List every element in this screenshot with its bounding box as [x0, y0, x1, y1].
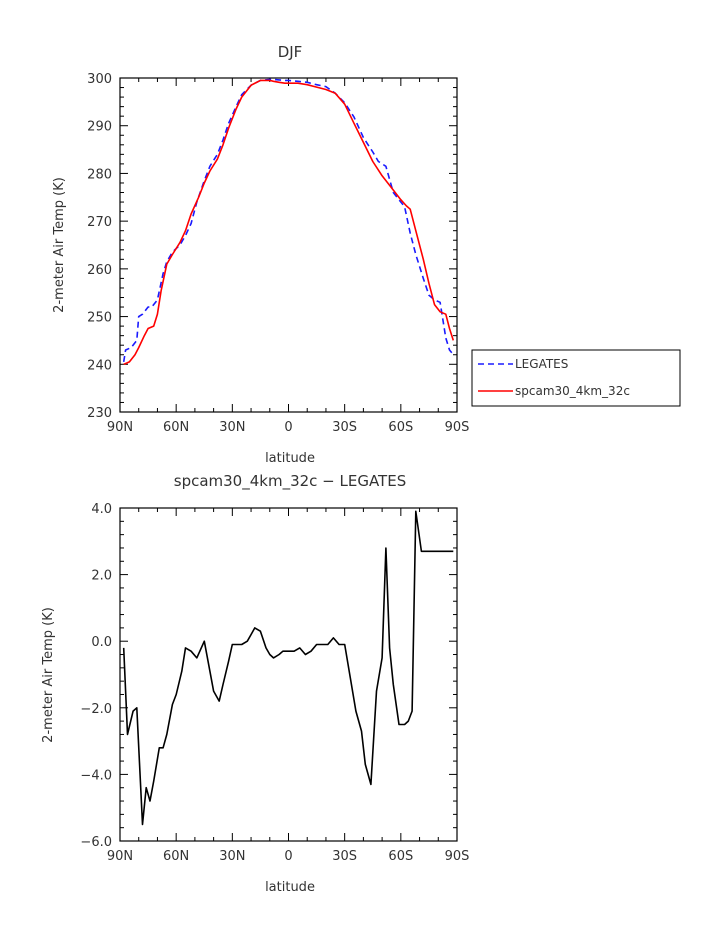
bottom-y-tick-label: 2.0	[91, 569, 112, 584]
top-y-tick-label: 270	[87, 215, 112, 230]
top-y-tick-label: 280	[87, 167, 112, 182]
top-plot-frame	[119, 77, 458, 413]
bottom-x-tick-label: 30N	[219, 849, 245, 864]
top-x-tick-label: 0	[284, 420, 292, 435]
top-x-tick-label: 30N	[219, 420, 245, 435]
top-x-tick-label: 60N	[163, 420, 189, 435]
legend-box	[471, 349, 681, 407]
top-axis-ticks: 90N 60N 30N 0 30S 60S 90S 230 240 250 260 270 280 290…	[87, 72, 469, 435]
top-series-line-spcam30-4km-32c	[123, 79, 455, 366]
bottom-series-layer	[122, 510, 454, 826]
bottom-y-tick-label: 0.0	[91, 635, 112, 650]
bottom-x-tick-label: 90S	[445, 849, 470, 864]
bottom-y-tick-label: 4.0	[91, 502, 112, 517]
bottom-series-line-difference	[122, 510, 454, 826]
top-x-tick-label: 30S	[332, 420, 357, 435]
top-x-tick-label: 60S	[388, 420, 413, 435]
bottom-x-tick-label: 0	[284, 849, 292, 864]
legend-label-legates: LEGATES	[515, 357, 568, 371]
bottom-x-tick-label: 60S	[388, 849, 413, 864]
top-y-tick-label: 240	[87, 358, 112, 373]
top-chart-title: DJF	[278, 43, 303, 61]
top-x-axis-label: latitude	[265, 451, 315, 466]
bottom-y-axis-label: 2-meter Air Temp (K)	[41, 607, 56, 743]
top-x-tick-label: 90S	[445, 420, 470, 435]
bottom-x-tick-label: 30S	[332, 849, 357, 864]
top-y-tick-label: 250	[87, 311, 112, 326]
top-y-tick-label: 260	[87, 263, 112, 278]
bottom-x-tick-label: 90N	[107, 849, 133, 864]
top-series-layer	[122, 78, 455, 366]
bottom-chart-title: spcam30_4km_32c − LEGATES	[174, 472, 406, 491]
legend-label-spcam: spcam30_4km_32c	[515, 384, 630, 398]
difference-panel: spcam30_4km_32c − LEGATES 90N 60N 30N 0 30S 6…	[41, 472, 469, 895]
top-y-tick-label: 300	[87, 72, 112, 87]
top-y-axis-label: 2-meter Air Temp (K)	[52, 177, 67, 313]
bottom-x-axis-label: latitude	[265, 880, 315, 895]
bottom-y-tick-label: −2.0	[80, 702, 112, 717]
top-series-line-legates	[122, 78, 454, 363]
bottom-axis-ticks: 90N 60N 30N 0 30S 60S 90S −6.0 −4.0 −2.0 0.0 2.0 4.0	[80, 502, 469, 864]
top-y-tick-label: 230	[87, 406, 112, 421]
bottom-plot-frame	[119, 507, 458, 842]
legend: LEGATES spcam30_4km_32c	[471, 349, 681, 407]
bottom-x-tick-label: 60N	[163, 849, 189, 864]
top-y-tick-label: 290	[87, 120, 112, 135]
temperature-panel: DJF 90N 60N 30N 0 30S 60S 90S 230 240 250 260 270 28…	[52, 43, 681, 466]
top-x-tick-label: 90N	[107, 420, 133, 435]
bottom-y-tick-label: −4.0	[80, 768, 112, 783]
bottom-y-tick-label: −6.0	[80, 835, 112, 850]
